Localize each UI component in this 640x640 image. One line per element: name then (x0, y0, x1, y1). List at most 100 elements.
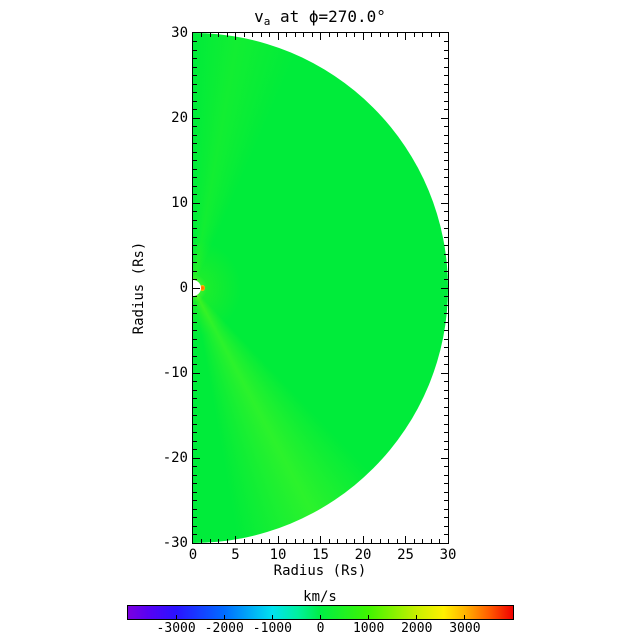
y-axis-minor-tick (444, 160, 448, 161)
y-axis-minor-tick (193, 508, 197, 510)
y-axis-major-tick (441, 287, 448, 289)
colorbar-tick (464, 615, 466, 619)
x-axis-minor-tick (396, 33, 398, 37)
y-axis-minor-tick (444, 321, 448, 323)
colorbar-tick-label: 2000 (401, 621, 433, 636)
y-axis-minor-tick (444, 432, 448, 433)
x-axis-minor-tick (328, 539, 330, 543)
x-axis-minor-tick (269, 33, 270, 37)
x-axis-minor-tick (303, 33, 304, 37)
y-axis-minor-tick (193, 151, 197, 153)
y-axis-minor-tick (444, 296, 448, 297)
x-axis-minor-tick (328, 33, 330, 37)
y-axis-minor-tick (444, 262, 448, 263)
y-axis-tick-label: 10 (171, 195, 188, 211)
title-variable-subscript: a (263, 15, 271, 28)
x-axis-minor-tick (226, 539, 228, 543)
y-axis-minor-tick (193, 466, 197, 467)
y-axis-minor-tick (444, 440, 448, 442)
x-axis-minor-tick (396, 539, 398, 543)
y-axis-minor-tick (193, 66, 197, 68)
y-axis-minor-tick (193, 194, 197, 195)
x-axis-minor-tick (430, 33, 432, 37)
x-axis-minor-tick (252, 539, 253, 543)
near-origin-hotspot (200, 285, 205, 291)
y-axis-minor-tick (444, 66, 448, 68)
y-axis-minor-tick (193, 347, 197, 348)
x-axis-minor-tick (260, 539, 262, 543)
y-axis-minor-tick (193, 440, 197, 442)
y-axis-minor-tick (444, 253, 448, 255)
x-axis-tick-label: 15 (312, 547, 329, 563)
y-axis-minor-tick (193, 474, 197, 476)
x-axis-minor-tick (439, 539, 440, 543)
y-axis-minor-tick (193, 245, 197, 246)
y-axis-minor-tick (193, 364, 197, 365)
x-axis-major-tick (277, 536, 279, 543)
y-axis-minor-tick (444, 245, 448, 246)
y-axis-minor-tick (193, 177, 197, 178)
y-axis-minor-tick (193, 483, 197, 484)
x-axis-minor-tick (345, 539, 347, 543)
colorbar-tick-label: 1000 (352, 621, 385, 636)
y-axis-minor-tick (193, 253, 197, 255)
x-axis-major-tick (362, 536, 364, 543)
x-axis-minor-tick (371, 539, 372, 543)
y-axis-minor-tick (444, 474, 448, 476)
y-axis-minor-tick (193, 338, 197, 340)
colorbar-tick (416, 615, 418, 619)
x-axis-tick-label: 10 (269, 547, 287, 563)
x-axis-minor-tick (209, 539, 211, 543)
y-axis-minor-tick (193, 126, 197, 127)
colorbar (127, 605, 514, 620)
x-axis-minor-tick (413, 539, 415, 543)
y-axis-minor-tick (444, 219, 448, 221)
x-axis-major-tick (405, 536, 406, 543)
y-axis-minor-tick (193, 134, 197, 136)
y-axis-minor-tick (444, 483, 448, 484)
y-axis-minor-tick (193, 398, 197, 399)
colorbar-tick (271, 615, 273, 619)
y-axis-minor-tick (193, 168, 197, 170)
y-axis-minor-tick (193, 321, 197, 323)
x-axis-minor-tick (337, 33, 338, 37)
x-axis-minor-tick (294, 539, 296, 543)
x-axis-minor-tick (413, 33, 415, 37)
x-axis-tick-label: 30 (439, 547, 457, 563)
y-axis-label: Radius (Rs) (131, 241, 147, 335)
y-axis-minor-tick (193, 415, 197, 416)
y-axis-minor-tick (444, 449, 448, 450)
x-axis-minor-tick (294, 33, 296, 37)
y-axis-minor-tick (193, 517, 197, 518)
y-axis-minor-tick (444, 389, 448, 391)
y-axis-tick-label: 20 (171, 110, 188, 126)
y-axis-tick-label: 30 (171, 25, 188, 41)
y-axis-minor-tick (444, 83, 448, 85)
x-axis-minor-tick (379, 33, 381, 37)
y-axis-minor-tick (444, 279, 448, 280)
y-axis-major-tick (193, 202, 200, 204)
y-axis-minor-tick (193, 304, 197, 306)
y-axis-minor-tick (444, 151, 448, 153)
y-axis-major-tick (441, 457, 448, 459)
y-axis-minor-tick (193, 432, 197, 433)
x-axis-minor-tick (345, 33, 347, 37)
x-axis-minor-tick (354, 33, 355, 37)
y-axis-minor-tick (444, 423, 448, 425)
colorbar-tick-label: 3000 (449, 621, 481, 636)
x-axis-tick-label: 25 (397, 547, 414, 563)
y-axis-tick-label: -10 (162, 365, 188, 381)
colorbar-tick-label: -3000 (156, 621, 196, 636)
y-axis-minor-tick (193, 449, 197, 450)
y-axis-minor-tick (444, 270, 448, 272)
y-axis-minor-tick (193, 100, 197, 102)
y-axis-minor-tick (193, 270, 197, 272)
colorbar-tick-label: -1000 (252, 621, 292, 636)
colorbar-tick (223, 615, 225, 619)
y-axis-minor-tick (193, 143, 197, 144)
y-axis-major-tick (193, 117, 200, 119)
y-axis-major-tick (193, 287, 200, 289)
y-axis-minor-tick (193, 296, 197, 297)
x-axis-major-tick (362, 33, 364, 40)
